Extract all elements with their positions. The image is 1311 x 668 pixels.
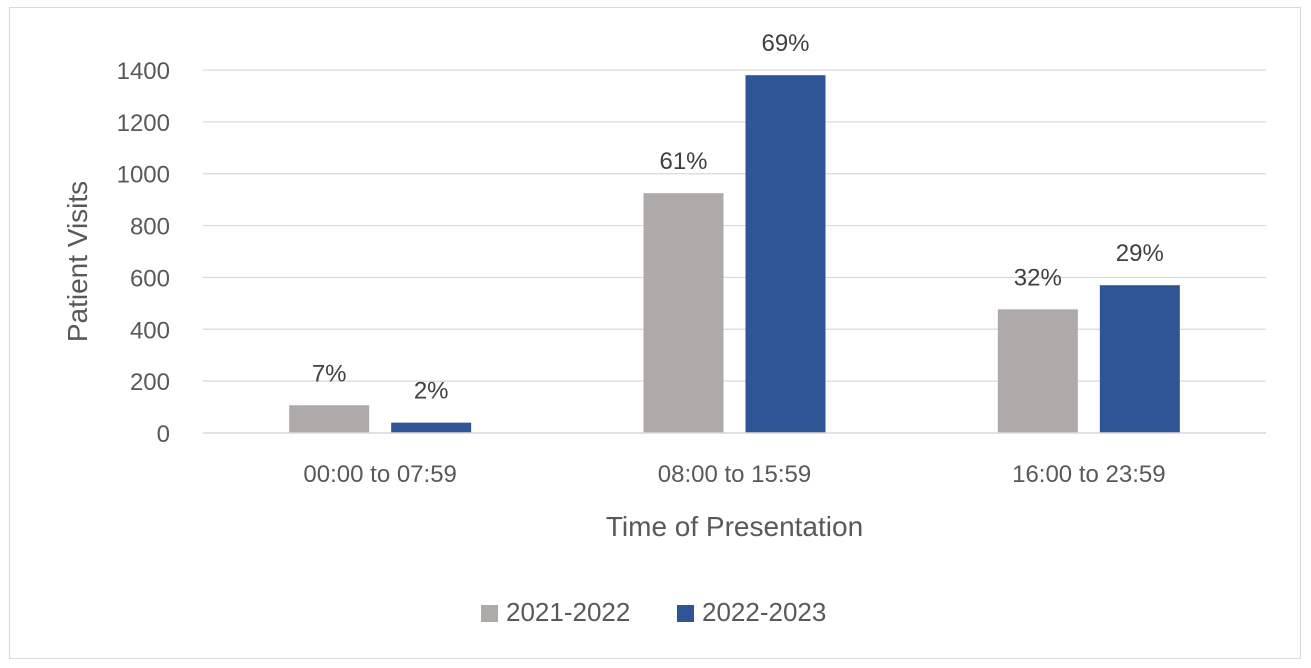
legend-swatch	[481, 605, 498, 622]
y-axis-title: Patient Visits	[62, 181, 93, 342]
data-label: 2%	[414, 378, 449, 405]
data-labels: 7% 2% 61% 69% 32% 29%	[312, 30, 1164, 404]
bar-2021-2022-2	[643, 193, 724, 433]
legend-label: 2022-2023	[702, 597, 826, 627]
y-tick-label: 1000	[117, 162, 170, 189]
x-tick-label: 16:00 to 23:59	[1012, 461, 1165, 488]
data-label: 69%	[761, 30, 809, 57]
y-tick-label: 1200	[117, 110, 170, 137]
x-axis-title: Time of Presentation	[606, 511, 863, 542]
legend-label: 2021-2022	[506, 597, 630, 627]
data-label: 32%	[1014, 264, 1062, 291]
data-label: 29%	[1116, 240, 1164, 267]
bar-2021-2022-1	[289, 405, 370, 433]
gridlines	[203, 69, 1266, 382]
y-tick-label: 400	[130, 317, 170, 344]
bars	[289, 75, 1180, 433]
data-label: 61%	[659, 148, 707, 175]
y-tick-label: 800	[130, 214, 170, 241]
data-label: 7%	[312, 360, 347, 387]
y-tick-label: 200	[130, 369, 170, 396]
bar-2022-2023-1	[391, 422, 472, 433]
bar-2022-2023-3	[1099, 285, 1180, 433]
legend: 2021-2022 2022-2023	[481, 597, 826, 627]
x-tick-label: 00:00 to 07:59	[303, 461, 456, 488]
y-tick-label: 0	[157, 421, 170, 448]
y-tick-label: 600	[130, 265, 170, 292]
bar-2021-2022-3	[997, 309, 1078, 433]
bar-2022-2023-2	[745, 75, 826, 433]
x-tick-label: 08:00 to 15:59	[658, 461, 811, 488]
y-tick-label: 1400	[117, 58, 170, 85]
x-axis-ticks: 00:00 to 07:59 08:00 to 15:59 16:00 to 23:…	[303, 461, 1165, 488]
legend-swatch	[677, 605, 694, 622]
y-axis-ticks: 0 200 400 600 800 1000 1200 1400	[117, 58, 170, 448]
